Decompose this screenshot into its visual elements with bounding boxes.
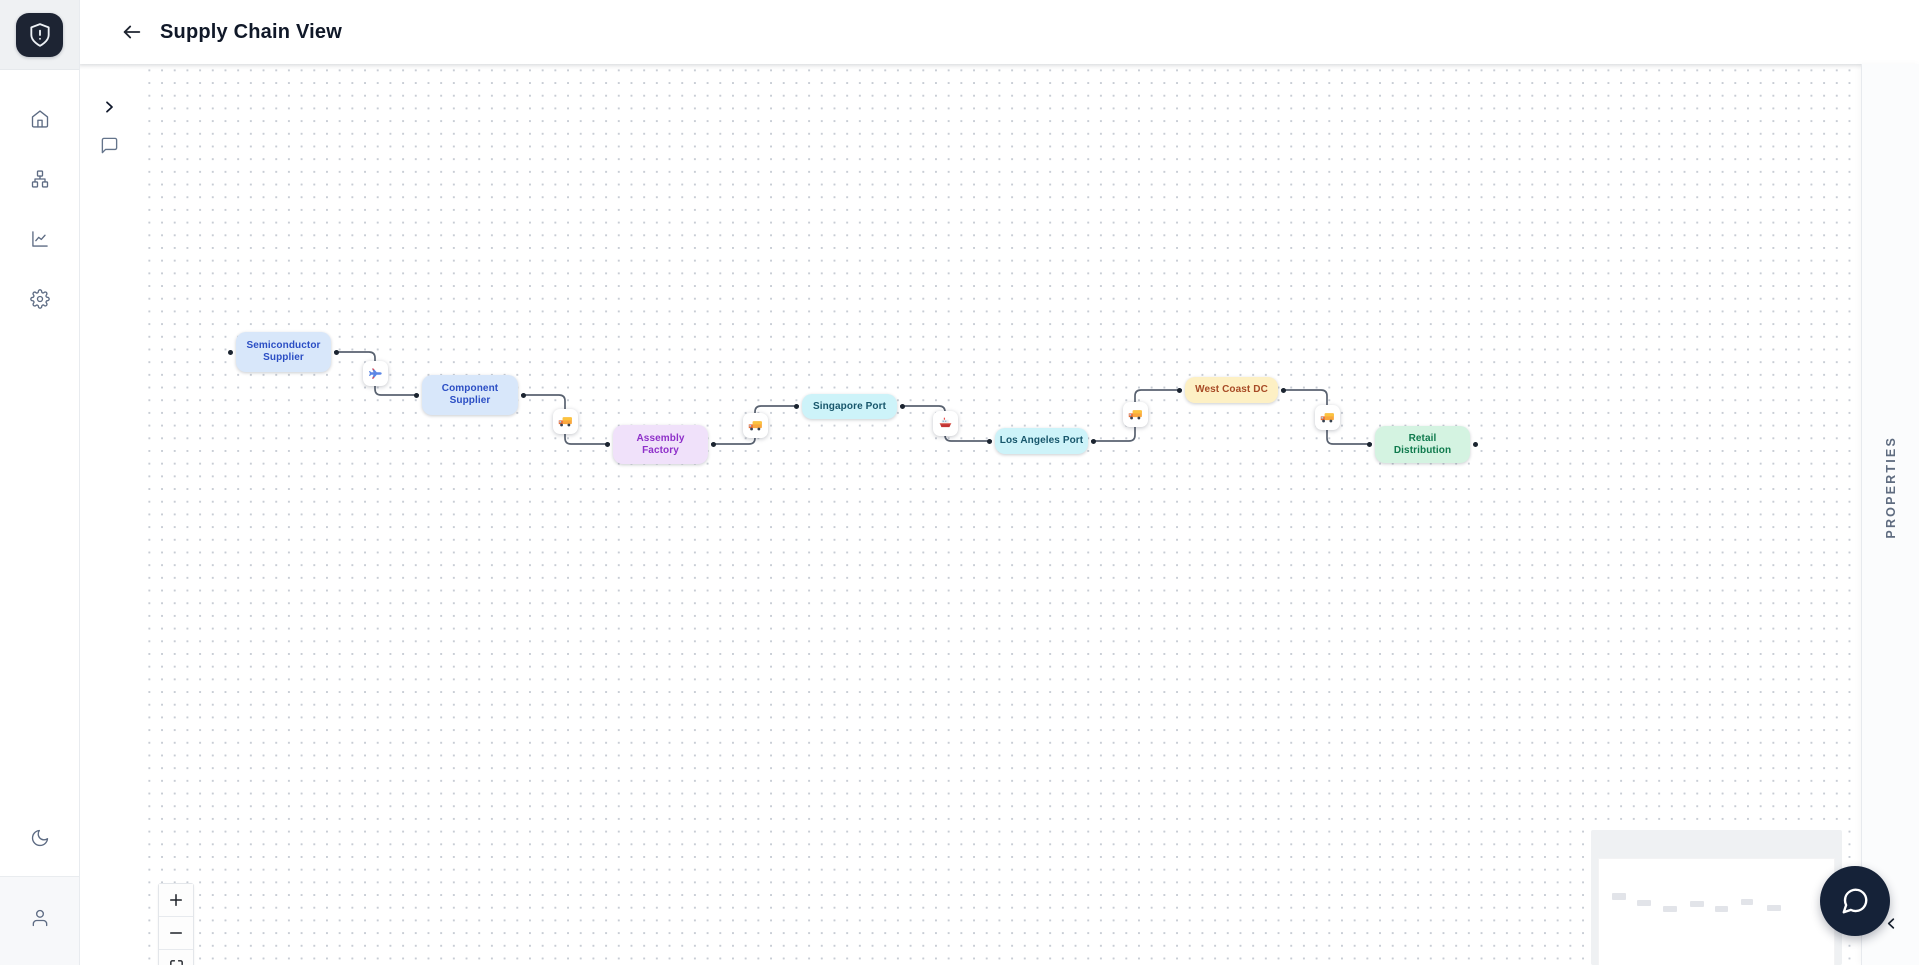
handle-left-west-coast-dc[interactable]	[1177, 387, 1182, 393]
sidebar	[0, 0, 80, 965]
chevron-right-icon	[101, 99, 117, 115]
node-label: Los Angeles Port	[999, 435, 1084, 446]
page-title: Supply Chain View	[160, 20, 342, 43]
node-semiconductor-supplier[interactable]: Semiconductor Supplier	[236, 332, 331, 372]
node-los-angeles-port[interactable]: Los Angeles Port	[995, 428, 1088, 454]
handle-left-los-angeles-port[interactable]	[987, 438, 992, 444]
theme-toggle-button[interactable]	[22, 820, 58, 856]
handle-left-assembly-factory[interactable]	[605, 442, 610, 447]
handle-right-semiconductor-supplier[interactable]	[334, 349, 339, 355]
zoom-controls	[158, 883, 194, 965]
minimap-node	[1767, 905, 1781, 911]
node-label: Retail Distribution	[1393, 432, 1452, 456]
minimap[interactable]	[1591, 830, 1842, 965]
chat-button[interactable]	[1820, 866, 1890, 936]
properties-panel: PROPERTIES	[1861, 64, 1919, 965]
line-chart-icon	[30, 229, 50, 249]
truck-icon	[1320, 410, 1335, 425]
handle-left-semiconductor-supplier[interactable]	[228, 349, 233, 355]
minimap-node	[1741, 899, 1753, 905]
node-retail-distribution[interactable]: Retail Distribution	[1375, 426, 1470, 463]
edge-ship-mode-chip[interactable]	[932, 410, 958, 436]
minimap-node	[1715, 906, 1728, 912]
truck-icon	[558, 414, 573, 429]
truck-icon	[1128, 407, 1143, 422]
sidebar-account-section	[0, 877, 79, 965]
minimap-node	[1690, 901, 1704, 907]
minimap-node	[1663, 906, 1677, 912]
plus-icon	[167, 891, 185, 909]
sidebar-divider	[0, 876, 79, 877]
shield-alert-icon	[16, 12, 63, 57]
gear-icon	[29, 289, 50, 309]
settings-button[interactable]	[22, 281, 58, 317]
handle-right-assembly-factory[interactable]	[711, 442, 716, 447]
moon-icon	[30, 828, 50, 848]
fit-view-button[interactable]	[159, 950, 193, 965]
account-button[interactable]	[22, 900, 58, 936]
handle-left-component-supplier[interactable]	[414, 392, 419, 398]
node-component-supplier[interactable]: Component Supplier	[422, 375, 518, 415]
handle-right-singapore-port[interactable]	[900, 404, 905, 409]
sidebar-nav	[0, 101, 79, 317]
edge-truck-3-mode-chip[interactable]	[1122, 401, 1148, 427]
canvas-dot-grid	[143, 64, 1861, 965]
properties-panel-label: PROPERTIES	[1884, 436, 1898, 539]
edge-truck-1-mode-chip[interactable]	[552, 408, 578, 434]
node-label: Semiconductor Supplier	[246, 340, 321, 363]
handle-right-retail-distribution[interactable]	[1473, 442, 1478, 447]
user-icon	[30, 908, 50, 928]
plane-icon	[368, 366, 383, 381]
properties-collapse-button[interactable]	[1878, 910, 1904, 936]
expand-panel-button[interactable]	[94, 92, 124, 122]
handle-right-component-supplier[interactable]	[521, 392, 526, 398]
node-west-coast-dc[interactable]: West Coast DC	[1185, 377, 1278, 403]
minus-icon	[167, 924, 185, 942]
zoom-in-button[interactable]	[159, 884, 193, 917]
minimap-node	[1612, 893, 1626, 900]
node-label: Component Supplier	[441, 383, 499, 406]
minimap-node	[1637, 900, 1651, 906]
handle-right-los-angeles-port[interactable]	[1091, 438, 1096, 444]
handle-left-retail-distribution[interactable]	[1367, 442, 1372, 447]
ship-icon	[938, 416, 953, 431]
canvas-left-toolbar	[94, 92, 124, 160]
supply-network-button[interactable]	[22, 161, 58, 197]
back-button[interactable]	[118, 18, 146, 46]
truck-icon	[748, 418, 763, 433]
node-assembly-factory[interactable]: Assembly Factory	[613, 425, 708, 464]
comments-button[interactable]	[94, 130, 124, 160]
analytics-button[interactable]	[22, 221, 58, 257]
app-logo[interactable]	[0, 0, 79, 70]
edge-truck-2-mode-chip[interactable]	[742, 412, 768, 438]
handle-right-west-coast-dc[interactable]	[1281, 387, 1286, 393]
edge-truck-4-mode-chip[interactable]	[1314, 404, 1340, 430]
header: Supply Chain View	[80, 0, 1919, 64]
node-singapore-port[interactable]: Singapore Port	[802, 394, 897, 419]
fit-view-icon	[168, 958, 185, 965]
comment-icon	[100, 136, 119, 155]
home-icon	[30, 109, 50, 129]
edge-air-mode-chip[interactable]	[362, 360, 388, 386]
node-label: Singapore Port	[812, 400, 887, 412]
node-label: Assembly Factory	[636, 432, 685, 456]
home-button[interactable]	[22, 101, 58, 137]
handle-left-singapore-port[interactable]	[794, 404, 799, 409]
node-label: West Coast DC	[1195, 384, 1268, 395]
flow-canvas[interactable]: Semiconductor Supplier Component Supplier…	[80, 64, 1861, 965]
network-icon	[30, 169, 50, 189]
zoom-out-button[interactable]	[159, 917, 193, 950]
